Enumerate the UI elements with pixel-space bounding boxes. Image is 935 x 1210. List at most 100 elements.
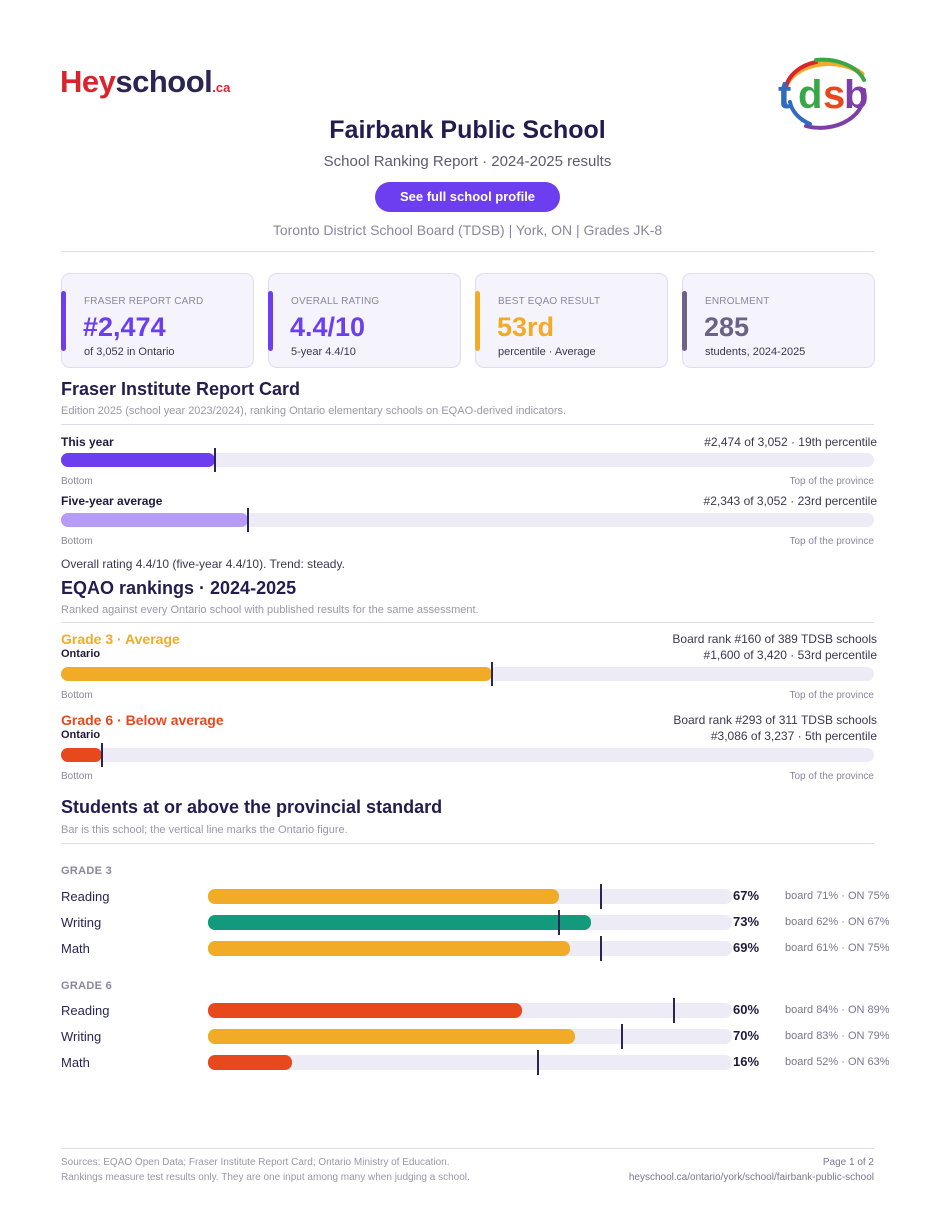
footer-disclaimer: Rankings measure test results only. They… — [61, 1172, 470, 1183]
school-percent: 60% — [733, 1002, 760, 1017]
eqao-note: Ranked against every Ontario school with… — [61, 604, 479, 616]
card-enrolment: ENROLMENT 285 students, 2024-2025 — [682, 273, 875, 368]
ontario-marker — [620, 1024, 623, 1049]
bottom-label: Bottom — [61, 476, 93, 487]
top-label: Top of the province — [789, 771, 875, 782]
ontario-marker — [558, 910, 561, 935]
card-accent — [61, 291, 66, 351]
subject-label: Writing — [61, 915, 102, 930]
board-ontario-compare: board 52% · ON 63% — [785, 1056, 890, 1068]
eqao-divider — [61, 622, 874, 623]
bar-fill — [208, 1055, 292, 1070]
fraser-five-year-bar — [61, 508, 874, 532]
standards-heading: Students at or above the provincial stan… — [61, 797, 443, 817]
standard-bar — [208, 1050, 732, 1075]
school-meta: Toronto District School Board (TDSB) | Y… — [272, 222, 663, 238]
page-number: Page 1 of 2 — [822, 1157, 874, 1168]
report-subtitle: School Ranking Report · 2024-2025 result… — [323, 153, 612, 170]
grade3-rank-bar — [61, 662, 874, 686]
grade3-board-rank: Board rank #160 of 389 TDSB schools — [672, 632, 877, 646]
ontario-marker — [673, 998, 676, 1023]
page-title: Fairbank Public School — [329, 116, 606, 144]
fraser-this-year-bar — [61, 448, 874, 472]
logo-hey-text: Hey — [60, 64, 116, 99]
school-percent: 67% — [733, 888, 760, 903]
bottom-label: Bottom — [61, 536, 93, 547]
bottom-label: Bottom — [61, 690, 93, 701]
grade6-group-label: GRADE 6 — [61, 980, 112, 992]
card-sub: of 3,052 in Ontario — [84, 346, 175, 358]
card-accent — [475, 291, 480, 351]
bar-fill — [61, 748, 102, 762]
tdsb-letter-d: d — [798, 73, 822, 117]
board-ontario-compare: board 61% · ON 75% — [785, 942, 890, 954]
card-sub: 5-year 4.4/10 — [291, 346, 356, 358]
bar-fill — [208, 915, 591, 930]
school-percent: 16% — [733, 1054, 760, 1069]
fraser-note: Edition 2025 (school year 2023/2024), ra… — [61, 405, 567, 417]
school-percent: 70% — [733, 1028, 760, 1043]
bar-marker — [490, 662, 493, 686]
top-label: Top of the province — [789, 690, 875, 701]
standard-bar — [208, 936, 732, 961]
ontario-marker — [600, 884, 602, 909]
bar-marker — [246, 508, 249, 532]
card-value: 53rd — [497, 312, 555, 342]
grade6-board-rank: Board rank #293 of 311 TDSB schools — [673, 713, 877, 727]
logo-school-text: school — [115, 64, 213, 99]
bar-fill — [61, 667, 492, 681]
card-best-eqao: BEST EQAO RESULT 53rd percentile · Avera… — [475, 273, 668, 368]
tdsb-logo: t d s b — [778, 57, 868, 130]
school-percent: 69% — [733, 940, 760, 955]
standards-note: Bar is this school; the vertical line ma… — [61, 824, 348, 836]
grade3-heading: Grade 3 · Average — [61, 631, 180, 647]
tdsb-letter-b: b — [844, 73, 868, 117]
eqao-heading: EQAO rankings · 2024-2025 — [61, 578, 297, 598]
tdsb-letter-t: t — [778, 73, 791, 117]
fraser-row-label: This year — [61, 435, 114, 449]
grade3-group-label: GRADE 3 — [61, 865, 112, 877]
grade6-heading: Grade 6 · Below average — [61, 712, 224, 728]
board-ontario-compare: board 83% · ON 79% — [785, 1030, 890, 1042]
bar-fill — [61, 453, 216, 467]
bar-fill — [208, 1003, 523, 1018]
fraser-row-label: Five-year average — [61, 494, 163, 508]
full-profile-button[interactable]: See full school profile — [375, 182, 560, 212]
standard-bar — [208, 1024, 732, 1049]
card-sub: students, 2024-2025 — [705, 346, 806, 358]
tdsb-letter-s: s — [823, 73, 845, 117]
grade3-scope: Ontario — [61, 648, 101, 660]
card-accent — [268, 291, 273, 351]
card-sub: percentile · Average — [498, 346, 596, 358]
card-label: FRASER REPORT CARD — [84, 296, 204, 307]
card-value: #2,474 — [83, 312, 166, 342]
grade6-ontario-rank: #3,086 of 3,237 · 5th percentile — [710, 729, 877, 743]
bar-marker — [214, 448, 217, 472]
footer-divider — [61, 1148, 874, 1149]
subject-label: Reading — [61, 1003, 110, 1018]
standard-bar — [208, 884, 732, 909]
standard-bar — [208, 998, 732, 1023]
card-value: 285 — [704, 312, 750, 342]
bar-fill — [61, 513, 248, 527]
board-ontario-compare: board 71% · ON 75% — [785, 890, 890, 902]
top-label: Top of the province — [789, 476, 875, 487]
grade3-ontario-rank: #1,600 of 3,420 · 53rd percentile — [703, 648, 877, 662]
logo-ca-text: .ca — [212, 80, 231, 95]
fraser-divider — [61, 424, 874, 425]
grade6-scope: Ontario — [61, 729, 101, 741]
top-label: Top of the province — [789, 536, 875, 547]
board-ontario-compare: board 84% · ON 89% — [785, 1004, 890, 1016]
standards-divider — [61, 843, 874, 844]
footer-url[interactable]: heyschool.ca/ontario/york/school/fairban… — [628, 1172, 874, 1183]
bar-fill — [208, 1029, 575, 1044]
bottom-label: Bottom — [61, 771, 93, 782]
bar-marker — [100, 743, 103, 767]
subject-label: Math — [61, 1055, 90, 1070]
footer-sources: Sources: EQAO Open Data; Fraser Institut… — [61, 1157, 450, 1168]
board-ontario-compare: board 62% · ON 67% — [785, 916, 890, 928]
fraser-row-rank: #2,474 of 3,052 · 19th percentile — [704, 435, 877, 449]
fraser-row-rank: #2,343 of 3,052 · 23rd percentile — [703, 494, 877, 508]
card-label: ENROLMENT — [705, 296, 770, 307]
ontario-marker — [537, 1050, 540, 1075]
